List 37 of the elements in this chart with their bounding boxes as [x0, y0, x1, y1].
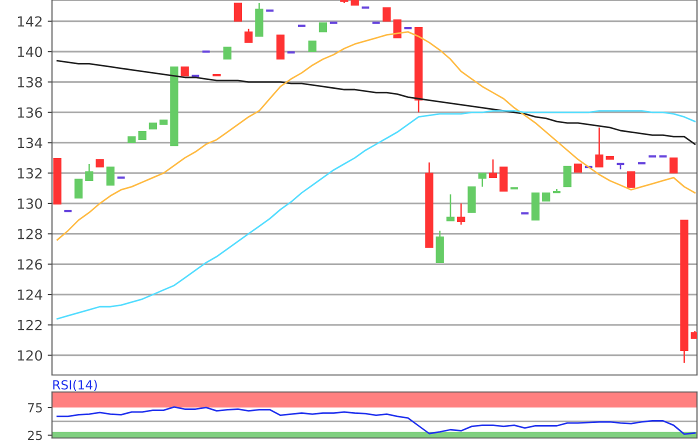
- y-tick-label: 122: [18, 320, 42, 330]
- candlestick: [180, 66, 189, 77]
- y-tick-label: 138: [18, 76, 42, 88]
- candlestick: [478, 172, 486, 188]
- y-tick-label: 120: [18, 350, 42, 361]
- y-tick-label: 25: [28, 430, 42, 440]
- line-series: [56, 406, 696, 435]
- candlestick: [318, 22, 328, 32]
- candlestick: [595, 126, 604, 168]
- line-series: [56, 110, 696, 320]
- candlestick: [393, 19, 402, 38]
- candlestick: [223, 46, 232, 60]
- y-tick-label: 140: [18, 46, 42, 58]
- y-tick-label: 126: [18, 259, 42, 270]
- line-series: [56, 60, 696, 145]
- y-tick-label: 75: [28, 403, 42, 412]
- y-tick-label: 132: [18, 168, 42, 179]
- candlestick: [308, 40, 316, 52]
- candlestick: [670, 158, 678, 174]
- chart-title: RSI(14): [53, 380, 97, 392]
- candlestick: [244, 28, 253, 44]
- candlestick: [74, 178, 83, 198]
- candlestick: [627, 171, 636, 188]
- candlestick: [382, 7, 391, 22]
- candlestick: [488, 158, 498, 178]
- candlestick: [563, 166, 572, 188]
- candlestick: [85, 163, 94, 182]
- candlestick: [457, 202, 466, 226]
- y-tick-label: 136: [18, 107, 42, 118]
- candlestick: [106, 166, 115, 186]
- y-tick-label: 130: [18, 198, 42, 209]
- line-series: [56, 31, 696, 241]
- y-tick-label: 128: [18, 228, 42, 240]
- y-tick-label: 134: [18, 138, 42, 148]
- candlestick: [234, 2, 242, 22]
- y-tick-label: 124: [18, 290, 42, 300]
- y-tick-label: 142: [18, 16, 42, 27]
